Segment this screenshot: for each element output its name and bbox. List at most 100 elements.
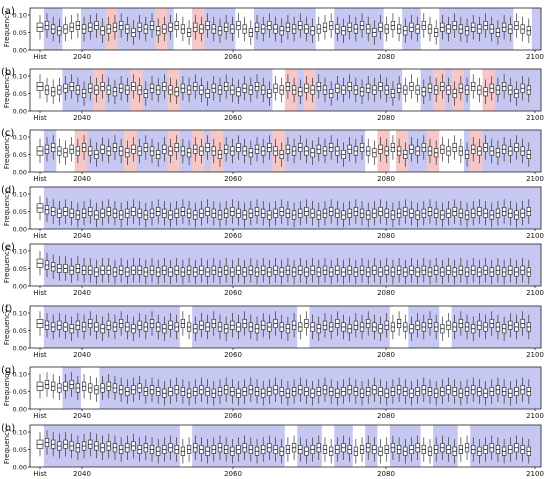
boxplot (434, 437, 439, 462)
boxplot (261, 201, 266, 226)
boxplot (217, 379, 223, 404)
boxplot (378, 316, 383, 341)
boxplot (199, 258, 204, 283)
panel-frame (29, 68, 542, 112)
boxplot (180, 311, 185, 336)
boxplot (168, 138, 173, 164)
boxplot (162, 16, 167, 42)
boxplot (421, 377, 426, 402)
boxplot (304, 138, 309, 164)
boxplot (125, 314, 130, 340)
boxplot (477, 16, 482, 42)
boxplot (88, 258, 93, 283)
boxplot (353, 313, 358, 338)
boxplot (137, 138, 142, 164)
x-tick-label: 2040 (73, 114, 91, 122)
boxplot (186, 314, 192, 340)
x-tick-label: Hist (33, 351, 47, 359)
boxplot (236, 79, 241, 104)
boxplot (119, 258, 124, 283)
boxplot (149, 138, 155, 164)
boxplot (372, 20, 377, 45)
boxplot (69, 137, 74, 162)
boxplot (508, 138, 513, 164)
boxplot (125, 16, 130, 42)
boxplot (267, 435, 272, 460)
boxplot (526, 142, 531, 167)
boxplot (254, 259, 260, 285)
boxplot (495, 77, 501, 103)
y-axis-label: Frequency (3, 190, 11, 226)
boxplot (477, 313, 482, 338)
boxplot (254, 199, 260, 224)
boxplot (193, 137, 198, 162)
boxplot (236, 314, 241, 340)
boxplot (112, 259, 118, 285)
boxplot (403, 142, 408, 167)
boxplot (483, 201, 488, 226)
boxplot (186, 258, 192, 283)
x-tick-label: 2060 (224, 53, 242, 61)
boxplot (452, 81, 457, 106)
boxplot (180, 199, 185, 224)
boxplot (131, 199, 136, 224)
boxplot (131, 74, 136, 99)
y-tick-label: 0.05 (13, 327, 27, 335)
boxplot (322, 377, 328, 402)
boxplot (261, 77, 266, 103)
boxplot (403, 379, 408, 404)
y-tick-label: 0.05 (13, 208, 27, 216)
boxplot (279, 77, 284, 103)
boxplot (341, 379, 346, 404)
boxplot (390, 81, 396, 106)
boxplot (248, 20, 253, 45)
boxplot (322, 138, 328, 164)
x-tick-label: 2040 (73, 53, 91, 61)
boxplot (131, 433, 136, 459)
boxplot (403, 199, 408, 224)
boxplot (366, 435, 371, 460)
boxplot (397, 201, 402, 226)
boxplot (495, 377, 501, 402)
boxplot (384, 138, 389, 164)
boxplot (168, 259, 173, 285)
boxplot (193, 316, 198, 341)
boxplot (149, 76, 155, 101)
boxplot (193, 74, 198, 99)
boxplot (390, 379, 396, 404)
boxplot (347, 15, 352, 40)
boxplot (384, 381, 389, 406)
boxplot (316, 202, 321, 228)
panel-letter: (g) (1, 365, 15, 376)
boxplot (112, 314, 118, 340)
y-axis-label: Frequency (3, 247, 11, 283)
boxplot (69, 15, 74, 40)
boxplot (452, 199, 457, 224)
y-axis-label: Frequency (3, 428, 11, 464)
boxplot (230, 16, 235, 42)
boxplot (149, 13, 155, 38)
boxplot (446, 313, 451, 338)
boxplot (143, 259, 148, 285)
boxplot (335, 201, 340, 226)
y-tick-label: 0.00 (13, 226, 27, 234)
boxplot (186, 20, 192, 45)
boxplot (440, 316, 445, 341)
boxplot (341, 77, 346, 103)
boxplot (415, 435, 420, 460)
boxplot (143, 314, 148, 340)
boxplot (310, 77, 315, 103)
y-tick-label: 0.00 (13, 169, 27, 177)
boxplot (248, 437, 253, 462)
boxplot (285, 316, 291, 341)
boxplot (75, 375, 80, 401)
boxplot (149, 437, 155, 462)
boxplot (335, 381, 340, 406)
boxplot (230, 379, 235, 404)
boxplot (440, 74, 445, 99)
boxplot (285, 381, 291, 406)
boxplot (421, 437, 426, 462)
boxplot (310, 201, 315, 226)
boxplot (51, 79, 56, 104)
